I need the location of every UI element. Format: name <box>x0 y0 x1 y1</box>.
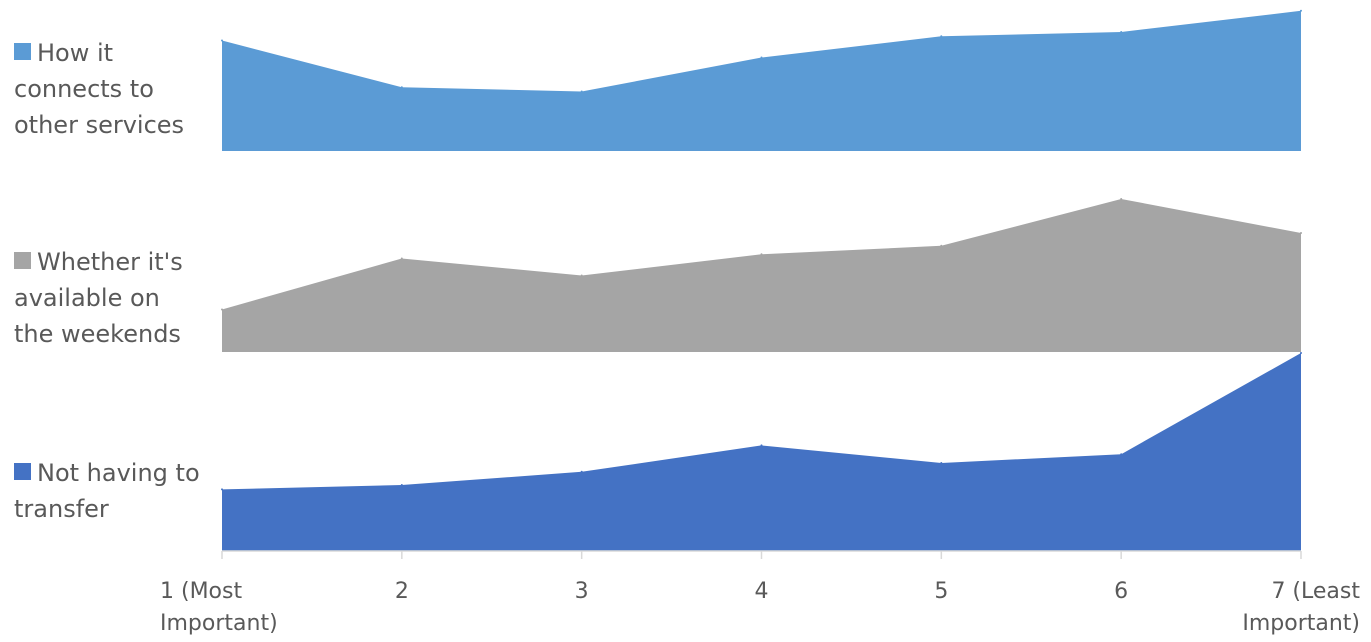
x-tick-label-1: 1 (Most Important) <box>160 579 278 636</box>
data-point-series-3-5 <box>940 462 943 464</box>
legend-label-not-having-to-transfer: Not having to transfer <box>14 459 200 523</box>
data-point-series-2-5 <box>940 244 943 247</box>
data-point-series-2-2 <box>400 257 403 260</box>
legend-swatch-weekends <box>14 252 31 269</box>
data-point-series-2-1 <box>221 308 223 311</box>
data-point-series-2-7 <box>1300 232 1302 234</box>
data-point-series-2-3 <box>580 274 583 277</box>
x-axis-ticks <box>221 551 1302 559</box>
data-point-series-1-2 <box>400 86 403 89</box>
data-point-series-1-7 <box>1300 9 1302 12</box>
x-tick-label-6: 6 <box>1114 579 1128 604</box>
legend-label-weekends: Whether it's available on the weekends <box>14 248 183 348</box>
legend-item-weekends: Whether it's available on the weekends <box>14 244 204 352</box>
data-point-series-3-6 <box>1120 453 1123 456</box>
legend-swatch-how-it-connects <box>14 43 31 60</box>
legend-swatch-not-having-to-transfer <box>14 463 31 480</box>
data-point-series-2-4 <box>760 253 763 256</box>
legend-item-not-having-to-transfer: Not having to transfer <box>14 455 204 527</box>
data-point-series-1-6 <box>1120 31 1123 33</box>
x-tick-label-7: 7 (Least Important) <box>1242 579 1360 636</box>
data-point-series-1-4 <box>760 56 763 59</box>
x-tick-label-3: 3 <box>575 579 589 604</box>
legend-label-how-it-connects: How it connects to other services <box>14 39 185 139</box>
legend-item-how-it-connects: How it connects to other services <box>14 35 204 143</box>
data-point-series-3-3 <box>580 470 583 473</box>
area-series-3 <box>222 353 1301 551</box>
area-series-1 <box>222 10 1301 151</box>
data-point-series-3-7 <box>1300 352 1302 354</box>
data-point-series-2-6 <box>1120 198 1123 200</box>
area-series-2 <box>222 199 1301 352</box>
x-tick-label-5: 5 <box>934 579 948 604</box>
x-axis-tick-labels: 1 (Most Important) 2 3 4 5 6 7 (Least Important) <box>160 579 1360 636</box>
x-tick-label-4: 4 <box>755 579 769 604</box>
data-point-series-3-4 <box>760 444 763 447</box>
data-point-series-1-1 <box>221 39 223 42</box>
data-point-series-3-1 <box>221 488 223 491</box>
data-point-series-1-5 <box>940 35 943 38</box>
data-point-series-3-2 <box>400 484 403 486</box>
chart-areas <box>221 9 1302 551</box>
x-tick-label-2: 2 <box>395 579 409 604</box>
data-point-series-1-3 <box>580 90 583 93</box>
